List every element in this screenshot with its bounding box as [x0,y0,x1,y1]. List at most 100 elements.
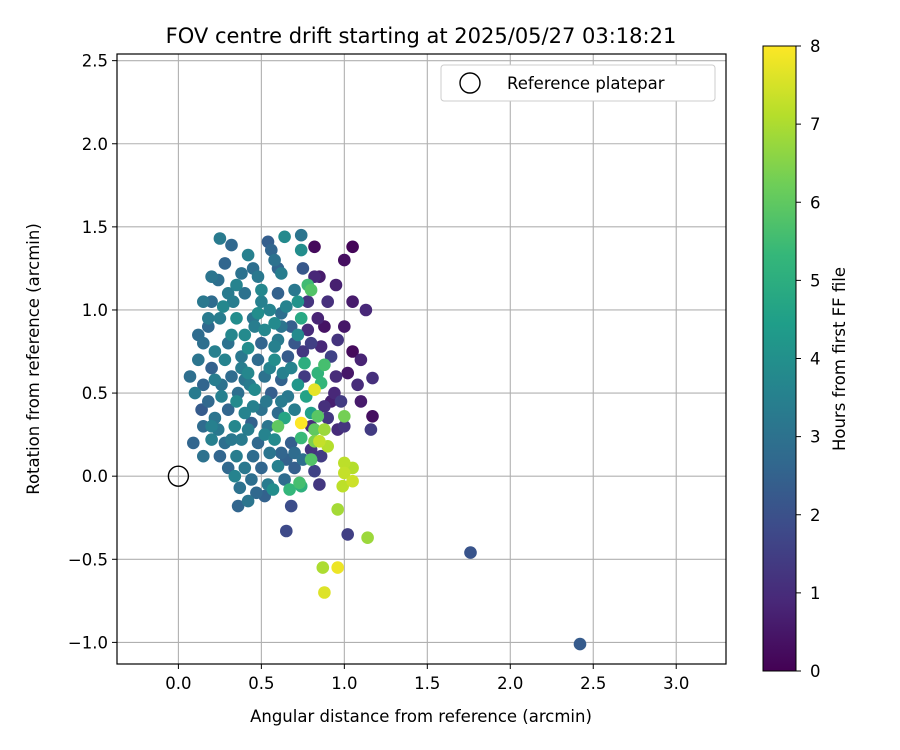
data-point [251,307,265,320]
legend-label: Reference platepar [507,74,665,93]
x-tick-label: 1.0 [331,674,357,693]
data-point [318,423,331,436]
data-point [308,383,321,397]
data-point [246,449,260,463]
data-points [183,228,587,651]
legend-box [440,64,716,102]
data-point [294,416,308,430]
data-point [263,446,277,460]
colorbar-ticks: 0 1 2 3 4 5 6 7 8 [796,37,821,681]
x-tick-label: 2.5 [580,674,606,693]
data-point [341,366,355,380]
data-point [283,483,296,496]
data-point [255,283,268,297]
colorbar-tick-label: 8 [810,37,821,56]
data-point [329,278,343,292]
data-point [248,383,261,397]
data-point [235,433,248,446]
data-point [288,283,301,297]
colorbar-tick-label: 5 [810,271,821,290]
data-point [294,243,308,257]
data-point [238,461,252,475]
data-point [314,449,328,463]
data-point [338,253,351,267]
x-gridlines [177,54,677,664]
data-point [218,257,232,270]
data-point [321,411,335,425]
colorbar-label: Hours from first FF file [830,267,849,451]
y-tick-label: 0.5 [82,384,108,403]
data-point [284,499,298,513]
data-point [197,336,210,350]
data-point [331,503,345,516]
x-tick-label: 0.5 [248,674,274,693]
data-point [255,336,268,350]
data-point [329,370,343,383]
data-point [318,358,331,372]
data-point [338,320,351,333]
data-point [304,453,318,466]
data-point [271,459,285,473]
data-point [197,378,210,392]
data-point [318,400,331,413]
data-point [250,486,263,500]
data-point [205,433,218,446]
data-point [183,370,197,383]
data-point [331,561,345,574]
data-point [251,353,265,367]
data-point [298,356,311,370]
data-point [338,410,351,423]
y-tick-label: 1.0 [82,301,108,320]
data-point [308,464,321,478]
colorbar-tick-label: 4 [810,350,821,369]
data-point [233,481,247,495]
data-point [275,395,288,408]
data-point [288,403,301,417]
y-tick-label: 1.5 [82,218,108,237]
data-point [208,345,222,358]
data-point [278,473,291,486]
data-point [265,243,278,257]
data-point [318,586,331,599]
data-point [280,300,293,313]
chart-title: FOV centre drift starting at 2025/05/27 … [166,24,677,48]
x-tick-label: 2.0 [497,674,523,693]
data-point [230,278,243,292]
x-tick-label: 0.0 [165,674,191,693]
data-point [241,366,255,380]
data-point [248,320,261,333]
data-point [464,546,477,559]
data-point [235,267,248,280]
data-point [366,371,379,385]
data-point [255,295,268,309]
data-point [301,323,315,337]
data-point [230,312,243,325]
data-point [205,361,218,375]
data-point [338,456,351,470]
data-point [361,531,374,544]
data-point [221,403,235,417]
data-point [268,317,281,330]
data-point [331,333,345,347]
data-point [213,312,227,325]
colorbar-tick-label: 6 [810,193,821,212]
data-point [271,287,285,300]
data-point [258,428,272,441]
colorbar-tick-label: 3 [810,428,821,447]
data-point [271,420,285,433]
data-point [188,386,202,400]
data-point [251,270,265,284]
y-tick-label: −0.5 [68,550,108,569]
data-point [351,378,364,392]
data-point [321,295,335,309]
y-tick-label: 2.0 [82,135,108,154]
data-point [278,230,291,244]
data-point [213,232,227,245]
data-point [230,395,243,408]
data-point [313,478,326,491]
data-point [291,328,305,342]
data-point [341,528,355,541]
data-point [275,267,288,280]
colorbar-tick-label: 2 [810,506,821,525]
data-point [225,370,238,383]
